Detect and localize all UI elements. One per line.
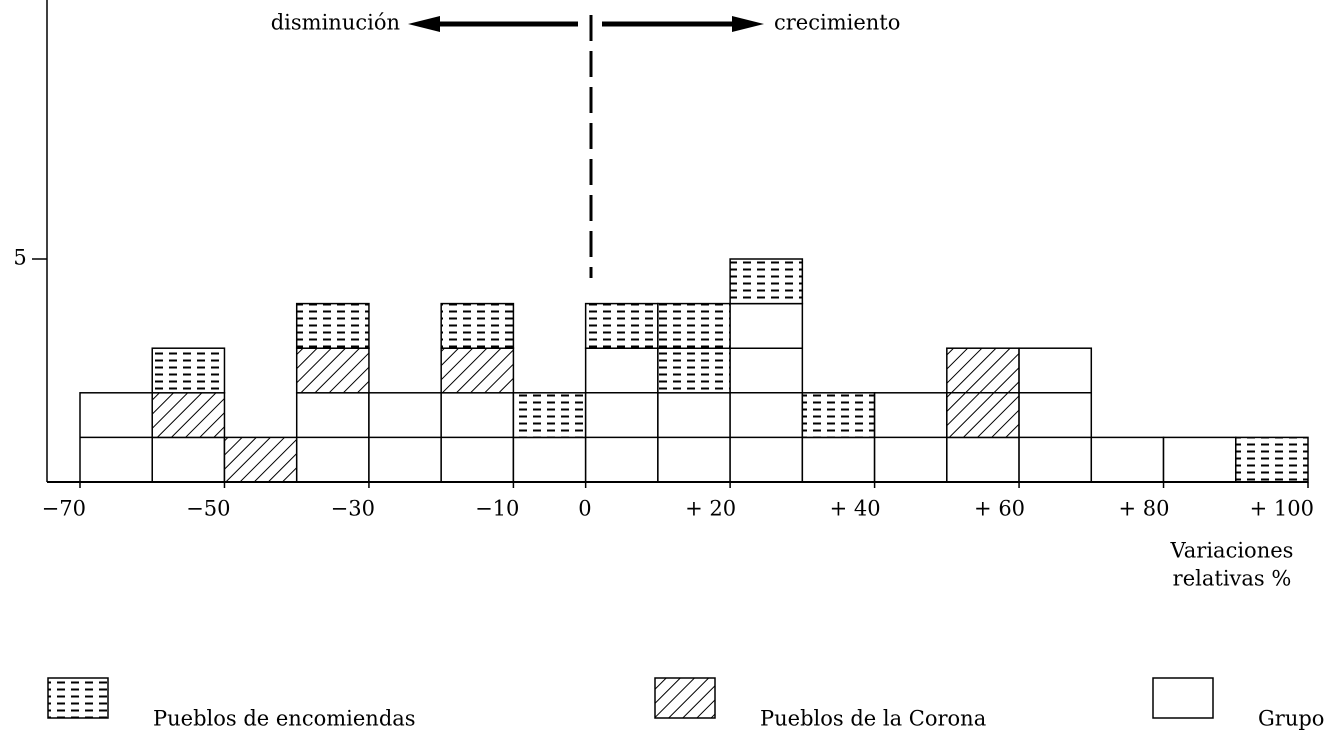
y-tick-label: 5 (13, 246, 26, 270)
bar-segment (584, 302, 659, 349)
x-tick-label: + 20 (685, 497, 736, 521)
bar-segment (512, 392, 587, 439)
bar-segment (223, 436, 298, 483)
legend-swatch (654, 677, 716, 719)
bar-segment (801, 392, 876, 439)
annotation: crecimiento (774, 11, 900, 35)
bar-segment (1018, 347, 1093, 483)
annotation: disminución (271, 11, 400, 35)
x-tick-label: + 60 (974, 497, 1025, 521)
bar-segment (1235, 436, 1309, 483)
bar-segment (946, 436, 1020, 483)
bar-segment (729, 258, 804, 305)
x-tick-label: −70 (42, 497, 86, 521)
x-axis-label: Variaciones (1170, 539, 1294, 563)
legend-swatch (1152, 677, 1214, 719)
bar-segment (440, 347, 515, 394)
bar-segment (151, 347, 226, 394)
bar-segment (151, 436, 226, 483)
x-tick-label: −10 (475, 497, 519, 521)
legend-label: Grupo de pueblos (1258, 707, 1329, 731)
x-tick-label: + 100 (1250, 497, 1314, 521)
x-tick-label: + 80 (1119, 497, 1170, 521)
x-tick-label: 0 (578, 497, 591, 521)
left-arrow-head (408, 16, 440, 32)
x-tick-label: + 40 (830, 497, 881, 521)
legend-label: Pueblos de la Corona (760, 707, 986, 731)
bar-segment (512, 436, 587, 483)
x-tick-label: −30 (331, 497, 375, 521)
bar-segment (295, 347, 370, 394)
legend-swatch (47, 677, 109, 719)
x-axis-label: relativas % (1173, 567, 1292, 591)
bar-segment (1090, 436, 1165, 483)
x-tick-label: −50 (186, 497, 230, 521)
legend-label: Pueblos de encomiendas (153, 707, 416, 731)
bar-segment (151, 392, 226, 439)
bar-segment (801, 436, 876, 483)
bar-segment (440, 302, 515, 349)
bar-segment (1162, 436, 1237, 483)
bar-segment (584, 347, 659, 483)
bar-segment (295, 302, 370, 349)
right-arrow-head (732, 16, 764, 32)
